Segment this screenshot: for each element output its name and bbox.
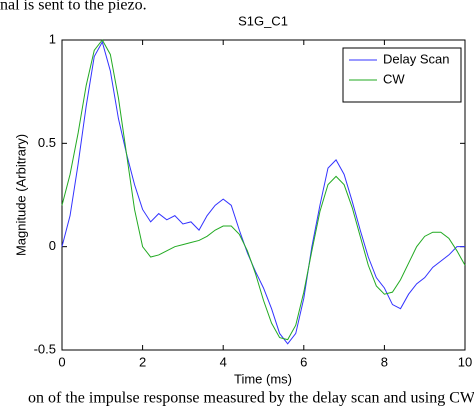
x-tick-label: 10 <box>458 354 472 369</box>
page-text: nal is sent to the piezo. <box>0 0 147 14</box>
y-axis-label: Magnitude (Arbitrary) <box>13 134 28 256</box>
y-tick-label: -0.5 <box>34 341 56 356</box>
x-tick-label: 8 <box>381 354 388 369</box>
y-tick-label: 0 <box>49 238 56 253</box>
x-tick-label: 4 <box>220 354 227 369</box>
y-tick-label: 1 <box>49 31 56 46</box>
data-line <box>61 40 465 345</box>
data-line <box>61 39 466 341</box>
x-tick-label: 6 <box>300 354 307 369</box>
x-tick-label: 0 <box>58 354 65 369</box>
legend-label: CW <box>383 71 405 86</box>
legend-box <box>342 47 462 103</box>
y-tick-label: 0.5 <box>38 135 56 150</box>
x-tick-label: 2 <box>139 354 146 369</box>
chart-title: S1G_C1 <box>238 13 288 28</box>
plot-frame <box>61 39 466 351</box>
caption: on of the impulse response measured by t… <box>28 390 474 406</box>
x-axis-label: Time (ms) <box>234 371 292 386</box>
legend-label: Delay Scan <box>383 51 449 66</box>
